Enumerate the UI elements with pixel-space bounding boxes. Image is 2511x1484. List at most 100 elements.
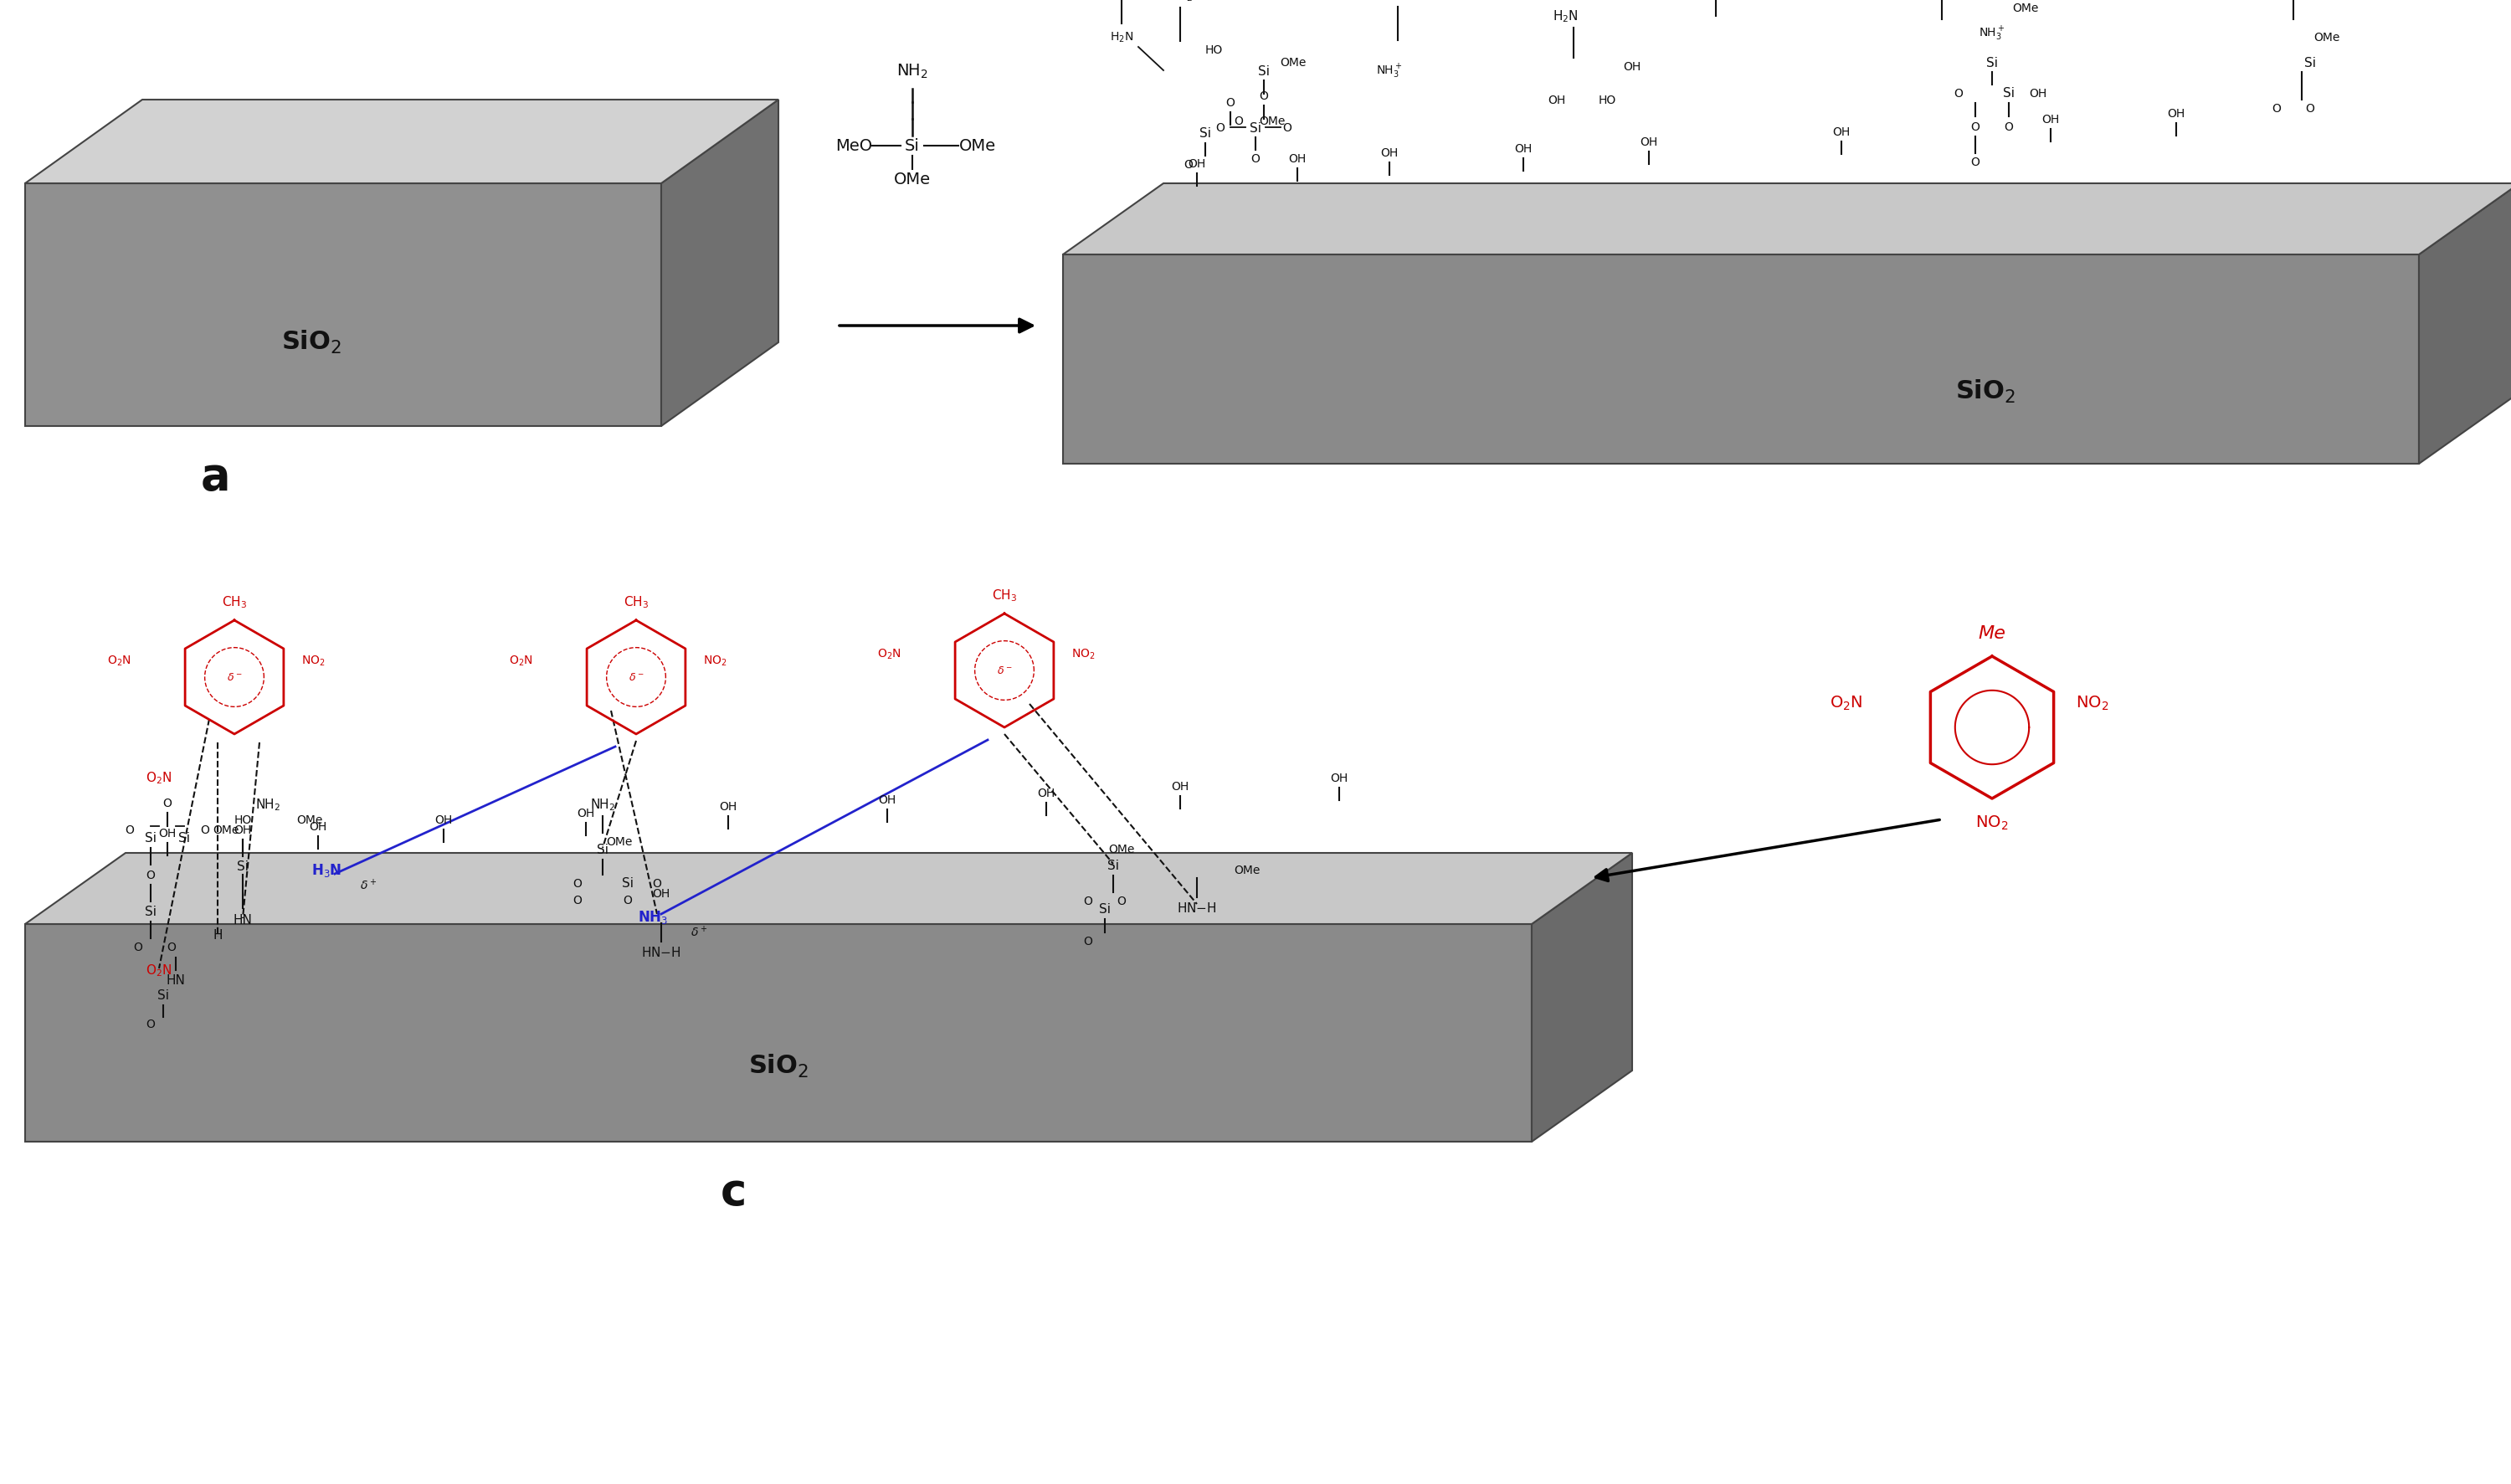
- Text: OMe: OMe: [1233, 864, 1261, 876]
- Text: Si: Si: [236, 861, 249, 873]
- Text: Si: Si: [158, 990, 168, 1002]
- Text: Si: Si: [1200, 128, 1210, 139]
- Text: O: O: [201, 824, 208, 835]
- Text: CH$_3$: CH$_3$: [992, 588, 1017, 604]
- Text: OH: OH: [1622, 61, 1642, 73]
- Text: OH: OH: [1833, 126, 1851, 138]
- Text: O: O: [1117, 895, 1125, 907]
- Text: OH: OH: [158, 827, 176, 838]
- Text: Si: Si: [1986, 56, 1999, 70]
- Text: OH: OH: [1640, 137, 1657, 148]
- Text: NO$_2$: NO$_2$: [1072, 647, 1095, 660]
- Text: O: O: [2272, 102, 2280, 114]
- Text: HN$-$H: HN$-$H: [1178, 901, 1218, 914]
- Text: $\delta^-$: $\delta^-$: [997, 665, 1012, 677]
- Text: HN$-$H: HN$-$H: [640, 945, 680, 959]
- Polygon shape: [25, 101, 778, 184]
- Text: O$_2$N: O$_2$N: [108, 653, 131, 668]
- Text: HO: HO: [1205, 45, 1223, 56]
- Polygon shape: [1532, 853, 1632, 1141]
- Text: OMe: OMe: [1107, 843, 1135, 855]
- Text: O: O: [573, 877, 583, 889]
- Text: O$_2$N: O$_2$N: [146, 770, 173, 787]
- Text: O: O: [1225, 96, 1235, 108]
- Text: NH$_2$: NH$_2$: [590, 797, 615, 813]
- Text: O: O: [1971, 122, 1979, 134]
- Text: OMe: OMe: [1258, 116, 1286, 128]
- Text: H$_2$N: H$_2$N: [1368, 0, 1394, 3]
- Text: HO: HO: [1597, 95, 1617, 107]
- Text: NH$_2$: NH$_2$: [256, 797, 281, 813]
- Polygon shape: [25, 184, 660, 426]
- Text: O$_2$N: O$_2$N: [146, 963, 173, 978]
- Text: OMe: OMe: [2011, 3, 2039, 15]
- Text: OMe: OMe: [2313, 31, 2340, 43]
- Text: H$_2$N: H$_2$N: [1552, 9, 1577, 25]
- Text: HO: HO: [234, 813, 251, 825]
- Text: SiO$_2$: SiO$_2$: [748, 1052, 809, 1079]
- Polygon shape: [1062, 184, 2511, 255]
- Text: OMe: OMe: [959, 138, 997, 154]
- Text: OMe: OMe: [296, 813, 324, 825]
- Text: Si: Si: [1250, 122, 1261, 134]
- Text: NH$_3^+$: NH$_3^+$: [1979, 25, 2006, 43]
- Text: O: O: [1185, 159, 1193, 171]
- Text: O: O: [133, 941, 143, 953]
- Polygon shape: [660, 101, 778, 426]
- Text: O: O: [146, 1018, 156, 1030]
- Text: O: O: [623, 895, 633, 905]
- Text: $\delta^-$: $\delta^-$: [628, 672, 643, 683]
- Text: NO$_2$: NO$_2$: [301, 653, 326, 668]
- Text: O: O: [573, 895, 583, 905]
- Text: OH: OH: [434, 813, 452, 825]
- Text: O: O: [1261, 91, 1268, 102]
- Text: O: O: [2004, 122, 2014, 134]
- Text: O: O: [126, 824, 133, 835]
- Text: OH: OH: [1514, 142, 1532, 154]
- Text: H: H: [213, 929, 223, 941]
- Polygon shape: [25, 925, 1532, 1141]
- Text: O: O: [653, 877, 660, 889]
- Text: OH: OH: [234, 824, 251, 835]
- Text: OH: OH: [1188, 159, 1205, 169]
- Text: O: O: [163, 797, 171, 809]
- Text: H$_2$N: H$_2$N: [1110, 31, 1132, 45]
- Text: OH: OH: [1547, 95, 1567, 107]
- Text: NH$_2$: NH$_2$: [1168, 0, 1193, 3]
- Text: OH: OH: [1170, 781, 1190, 792]
- Text: Si: Si: [146, 833, 156, 844]
- Text: OH: OH: [1381, 147, 1399, 159]
- Text: OH: OH: [309, 821, 326, 833]
- Text: OMe: OMe: [894, 172, 932, 188]
- Text: O: O: [1250, 153, 1261, 165]
- Text: c: c: [721, 1171, 746, 1214]
- Text: O: O: [1971, 156, 1979, 168]
- Text: CH$_3$: CH$_3$: [623, 595, 648, 610]
- Text: O: O: [1215, 122, 1225, 134]
- Text: Si: Si: [2305, 56, 2315, 70]
- Text: O: O: [168, 941, 176, 953]
- Text: OH: OH: [1331, 772, 1348, 784]
- Text: OH: OH: [2029, 88, 2046, 99]
- Text: O: O: [1085, 935, 1092, 947]
- Text: OH: OH: [879, 794, 896, 806]
- Text: O: O: [1085, 895, 1092, 907]
- Polygon shape: [1062, 255, 2418, 464]
- Text: Si: Si: [178, 833, 191, 844]
- Polygon shape: [2418, 184, 2511, 464]
- Text: MeO: MeO: [836, 138, 871, 154]
- Text: SiO$_2$: SiO$_2$: [281, 328, 341, 355]
- Text: O$_2$N: O$_2$N: [510, 653, 532, 668]
- Text: NO$_2$: NO$_2$: [2077, 695, 2109, 712]
- Text: O$_2$N: O$_2$N: [1831, 695, 1863, 712]
- Text: OH: OH: [2041, 114, 2059, 126]
- Text: Si: Si: [904, 138, 919, 154]
- Text: O: O: [1954, 88, 1964, 99]
- Text: OH: OH: [653, 887, 670, 899]
- Text: OMe: OMe: [1281, 56, 1306, 68]
- Text: H$_3$N: H$_3$N: [311, 862, 341, 879]
- Text: a: a: [201, 456, 231, 499]
- Text: NO$_2$: NO$_2$: [703, 653, 728, 668]
- Polygon shape: [25, 853, 1632, 925]
- Text: Si: Si: [1107, 859, 1120, 873]
